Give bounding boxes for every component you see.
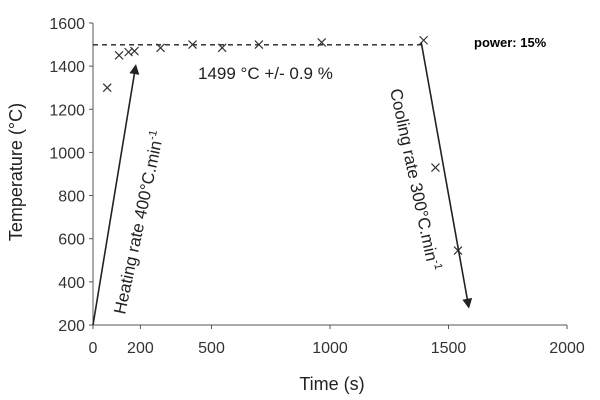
heating-rate-exponent: -1	[146, 129, 160, 141]
heating-rate-arrow	[92, 64, 140, 326]
y-tick-label: 600	[58, 232, 85, 249]
x-tick-label: 2000	[549, 340, 585, 357]
data-point-x-marker	[114, 50, 124, 60]
data-point-x-marker	[156, 43, 165, 53]
y-tick-label: 1200	[49, 102, 85, 119]
x-axis-title: Time (s)	[299, 374, 364, 394]
data-point-x-marker	[431, 163, 440, 172]
cooling-rate-annotation: Cooling rate 300°C.min-1	[386, 87, 444, 273]
power-label: power: 15%	[474, 35, 547, 50]
cooling-rate-arrow	[420, 42, 473, 309]
x-tick-label: 0	[89, 340, 98, 357]
data-point-x-marker	[217, 43, 227, 53]
x-tick-label: 200	[127, 340, 154, 357]
x-tick-label: 1000	[312, 340, 348, 357]
data-points	[102, 35, 463, 256]
data-point-x-marker	[188, 40, 197, 49]
y-tick-label: 1600	[49, 16, 85, 33]
data-point-x-marker	[254, 40, 264, 49]
y-tick-label: 400	[58, 275, 85, 292]
cooling-rate-exponent: -1	[430, 259, 444, 271]
x-tick-label: 500	[198, 340, 225, 357]
cooling-rate-text: Cooling rate 300°C.min	[386, 87, 441, 263]
x-tick-label: 1500	[431, 340, 467, 357]
heating-rate-annotation: Heating rate 400°C.min-1	[109, 129, 167, 316]
y-tick-label: 1000	[49, 145, 85, 162]
data-point-x-marker	[317, 37, 327, 47]
y-tick-label: 200	[58, 318, 85, 335]
data-point-x-marker	[130, 46, 139, 56]
y-axis-ticks: 200 400 600 800 1000 1200 1400 1600	[49, 16, 93, 335]
setpoint-annotation: 1499 °C +/- 0.9 %	[198, 64, 333, 83]
y-tick-label: 1400	[49, 59, 85, 76]
y-tick-label: 800	[58, 189, 85, 206]
x-axis-ticks: 0 200 500 1000 1500 2000	[89, 325, 585, 357]
y-axis-title: Temperature (°C)	[6, 103, 26, 241]
data-point-x-marker	[102, 83, 112, 93]
